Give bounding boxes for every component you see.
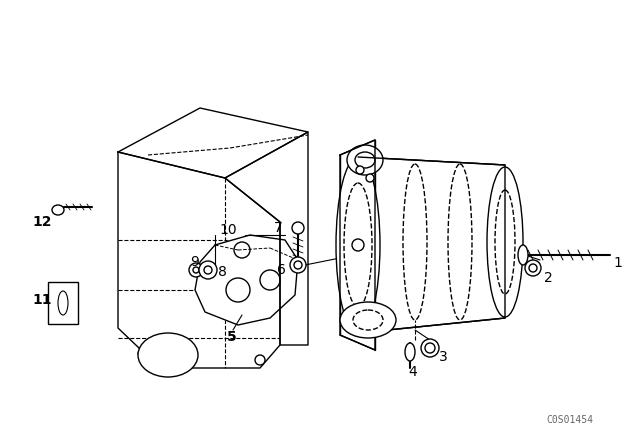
Text: 9: 9 xyxy=(191,255,200,269)
Text: 7: 7 xyxy=(274,221,282,235)
Ellipse shape xyxy=(292,222,304,234)
Circle shape xyxy=(290,257,306,273)
Ellipse shape xyxy=(336,157,380,333)
Text: C0S01454: C0S01454 xyxy=(547,415,593,425)
Circle shape xyxy=(255,355,265,365)
Text: 6: 6 xyxy=(276,263,285,277)
Polygon shape xyxy=(225,132,308,345)
Polygon shape xyxy=(358,157,505,333)
Text: 4: 4 xyxy=(408,365,417,379)
Ellipse shape xyxy=(347,145,383,175)
Polygon shape xyxy=(118,108,308,178)
Circle shape xyxy=(421,339,439,357)
Text: 10: 10 xyxy=(219,223,237,237)
Text: 8: 8 xyxy=(218,265,227,279)
Text: 12: 12 xyxy=(32,215,52,229)
Ellipse shape xyxy=(52,205,64,215)
Text: 2: 2 xyxy=(543,271,552,285)
Ellipse shape xyxy=(138,333,198,377)
Text: 1: 1 xyxy=(614,256,623,270)
Ellipse shape xyxy=(487,167,523,317)
Circle shape xyxy=(199,261,217,279)
Polygon shape xyxy=(118,152,280,368)
FancyBboxPatch shape xyxy=(48,282,78,324)
Text: 5: 5 xyxy=(227,330,237,344)
Ellipse shape xyxy=(405,343,415,361)
Polygon shape xyxy=(340,140,375,350)
Circle shape xyxy=(366,174,374,182)
Text: 3: 3 xyxy=(438,350,447,364)
Text: 11: 11 xyxy=(32,293,52,307)
Ellipse shape xyxy=(518,245,528,265)
Circle shape xyxy=(189,263,203,277)
Circle shape xyxy=(525,260,541,276)
Circle shape xyxy=(356,166,364,174)
Polygon shape xyxy=(195,235,298,325)
Ellipse shape xyxy=(340,302,396,338)
